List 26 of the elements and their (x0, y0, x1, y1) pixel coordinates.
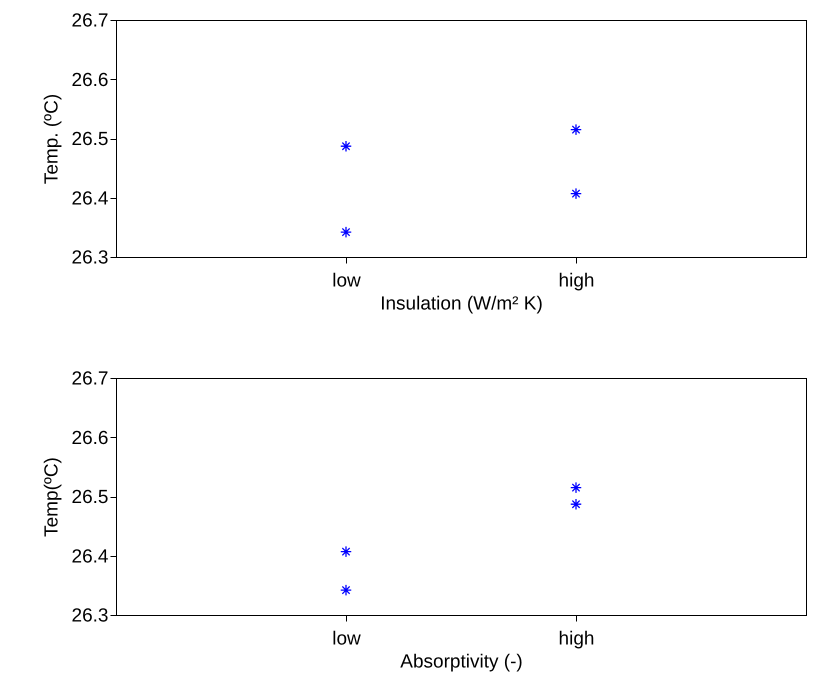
x-axis-title: Absorptivity (-) (400, 652, 523, 672)
x-axis-title: Insulation (W/m² K) (380, 294, 543, 314)
point (340, 140, 352, 152)
y-tick-label: 26.4 (72, 546, 109, 568)
y-axis-title: Temp. (ºC) (42, 94, 63, 184)
y-tick-label: 26.3 (72, 248, 108, 268)
x-tick-label: high (558, 628, 594, 650)
y-tick-label: 26.5 (72, 129, 108, 150)
point (340, 546, 352, 558)
point (570, 188, 582, 200)
y-tick-label: 26.5 (72, 487, 108, 508)
y-tick-label: 26.3 (72, 606, 108, 626)
y-tick-label: 26.6 (72, 70, 108, 91)
point (570, 482, 582, 494)
y-tick-label: 26.4 (72, 188, 109, 210)
y-tick-label: 26.7 (72, 10, 108, 32)
point (340, 226, 352, 238)
y-tick-label: 26.6 (72, 428, 108, 449)
y-tick-label: 26.7 (72, 368, 108, 390)
point (340, 584, 352, 596)
x-tick-label: low (332, 628, 362, 650)
point (570, 124, 582, 136)
y-axis-title: Temp(ºC) (42, 457, 63, 537)
point (570, 498, 582, 510)
x-tick-label: low (332, 270, 362, 292)
x-tick-label: high (558, 270, 594, 292)
